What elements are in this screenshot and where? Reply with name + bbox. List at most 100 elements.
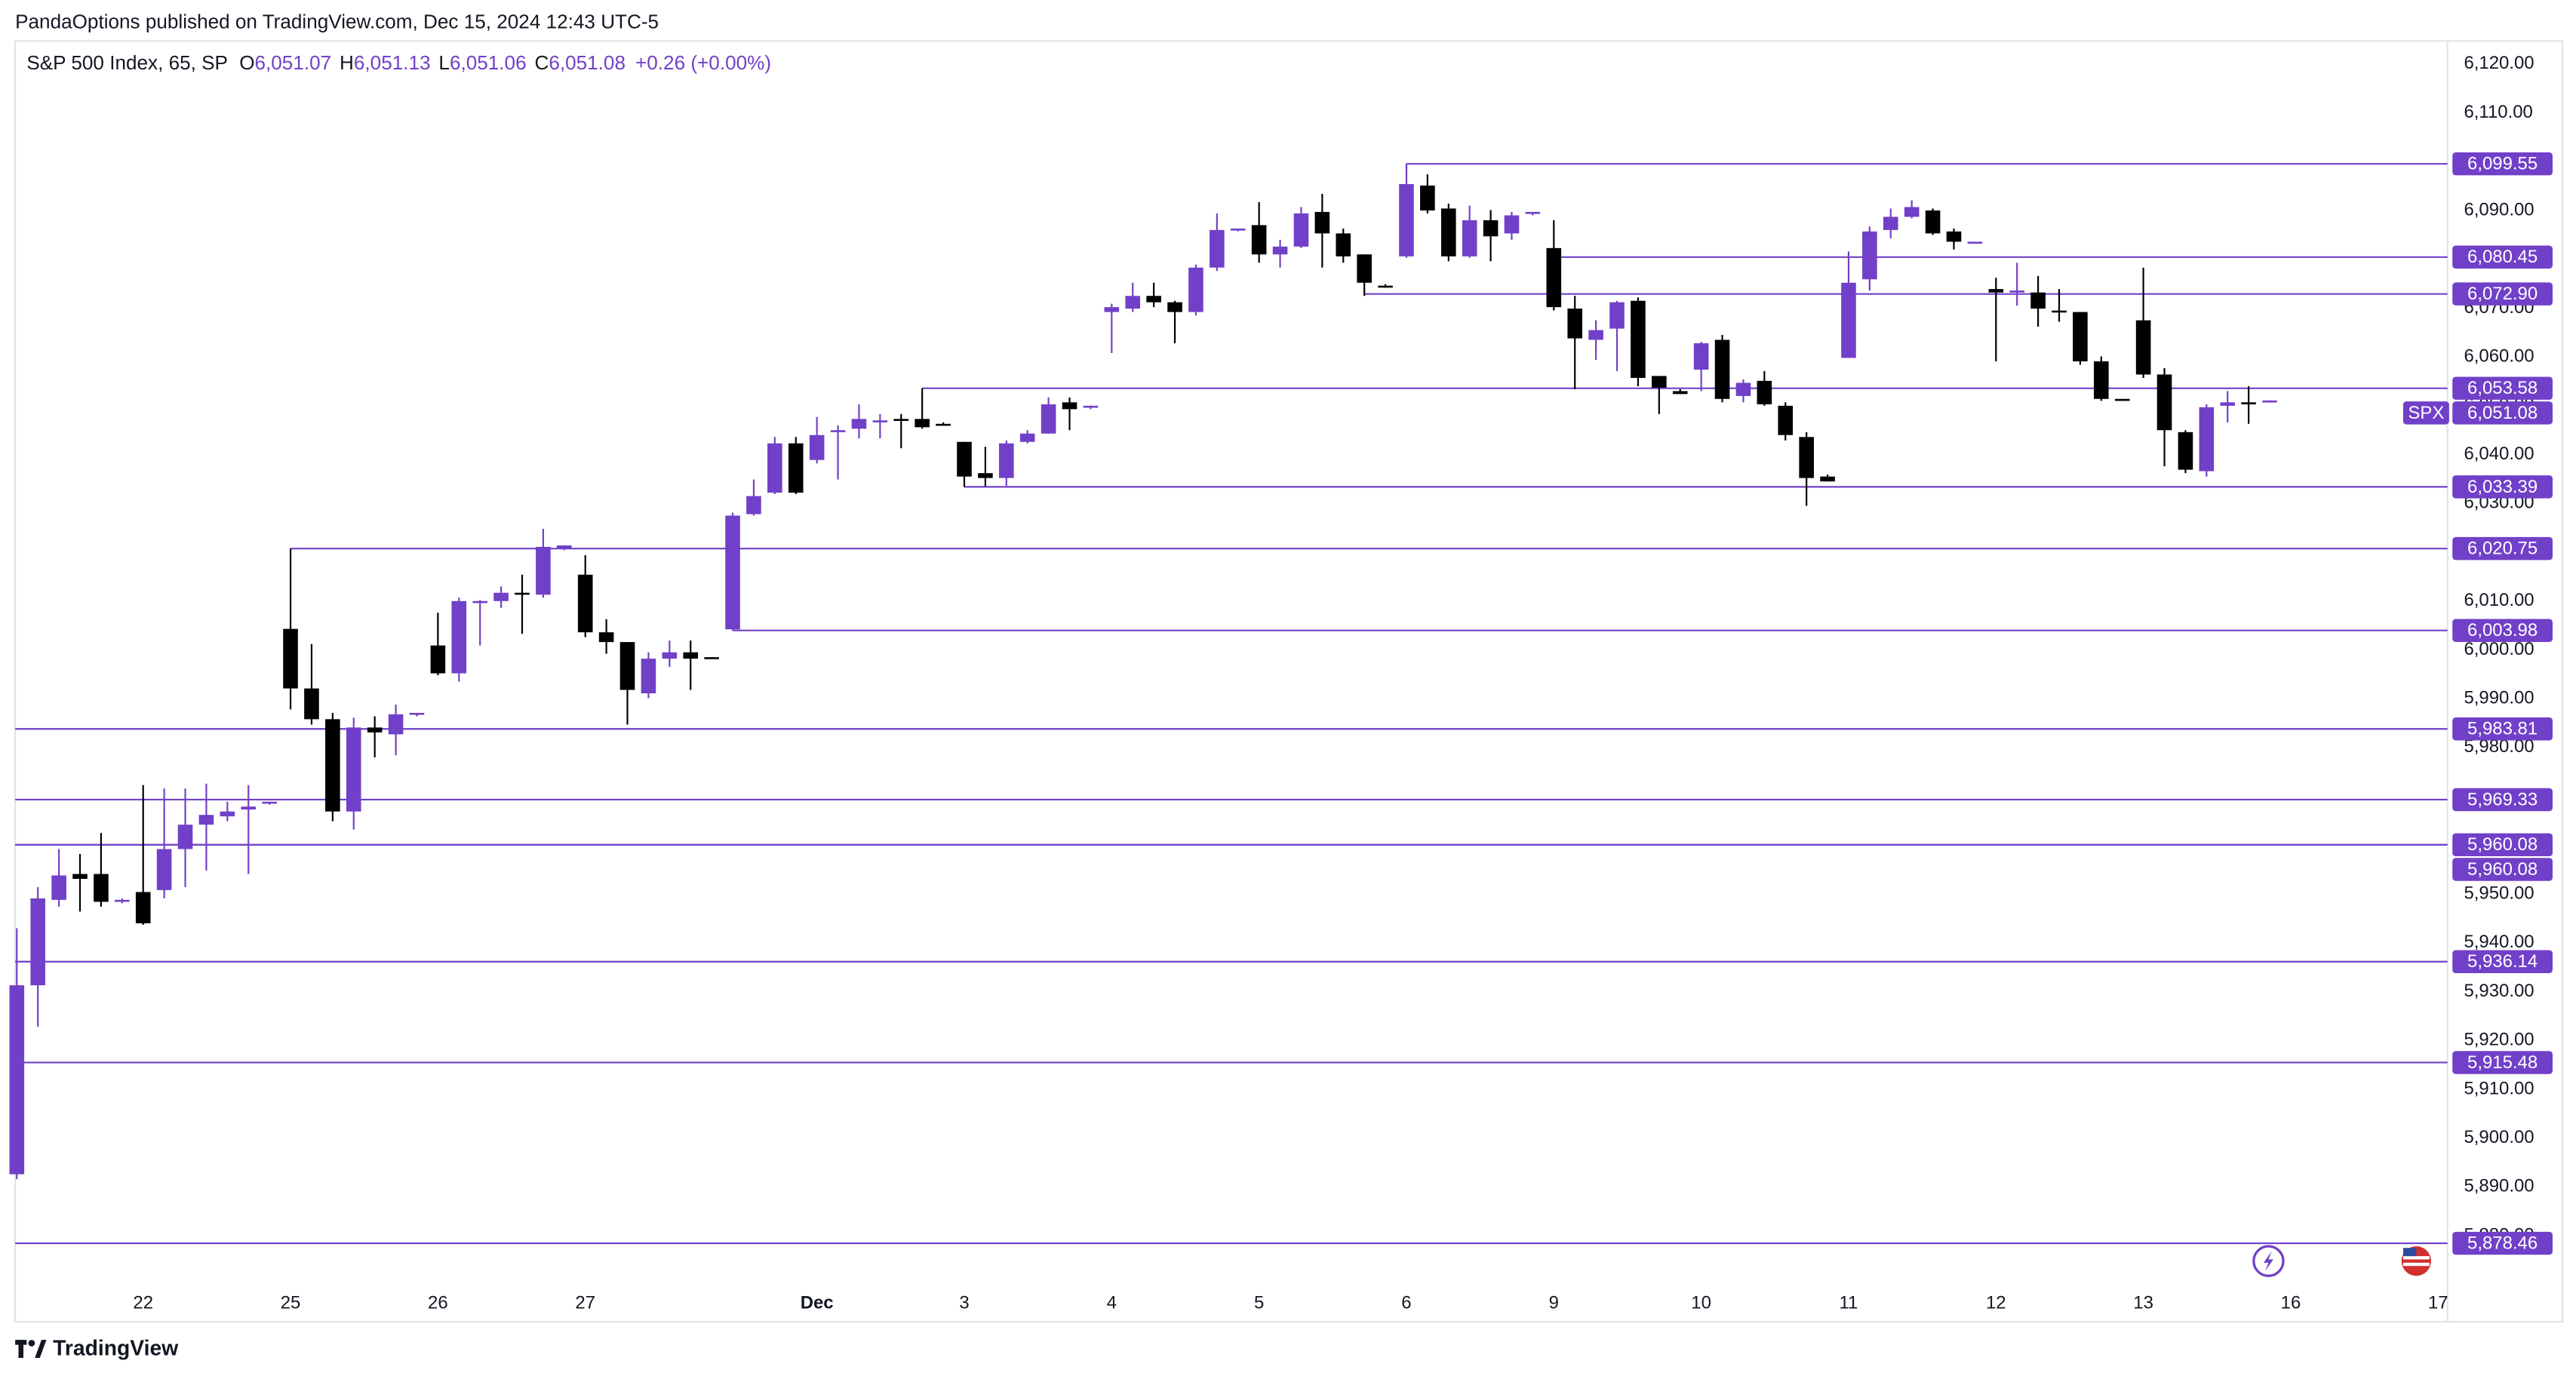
price-label: 5,960.08 [2467,834,2538,855]
legend-key: C [534,51,549,74]
candle-body [72,874,88,879]
price-label: 5,936.14 [2467,951,2538,972]
candle-body [936,423,951,426]
candle-body [2052,310,2067,313]
candle-body [1735,382,1751,396]
price-label: 5,983.81 [2467,719,2538,739]
legend-text: S&P 500 Index, 65, SP O6,051.07 H6,051.13 L… [26,51,771,74]
candle-body [94,874,109,902]
candle-body [683,652,699,659]
price-label: 5,969.33 [2467,789,2538,809]
symbol-label-box [2402,401,2449,425]
price-label-box [2452,788,2553,812]
candle-body [1841,282,1856,358]
candle-body [851,419,867,429]
candle-body [1041,404,1056,434]
candle-body [1336,233,1351,256]
price-label-box [2452,536,2553,561]
candle-body [1188,267,1203,312]
candle-body [1210,229,1225,268]
candle-body [809,435,825,460]
x-tick-label: 12 [1986,1293,2006,1313]
y-tick-label: 5,950.00 [2464,883,2534,903]
legend-value: 6,051.06 [450,51,527,74]
candle-body [536,546,551,595]
legend-value: 6,051.13 [354,51,431,74]
legend-key: L [438,51,450,74]
price-label: 6,020.75 [2467,539,2538,559]
candle-body [9,985,25,1175]
candle-body [304,688,319,720]
candle-body [1693,343,1709,370]
price-label: 5,878.46 [2467,1233,2538,1253]
flag-stripe [2402,1256,2430,1260]
price-label-box [2452,245,2553,269]
y-tick-label: 6,000.00 [2464,639,2534,659]
candle-body [346,727,361,812]
y-tick-label: 5,920.00 [2464,1030,2534,1050]
candle-body [978,473,993,478]
y-tick-label: 6,010.00 [2464,590,2534,610]
x-tick-label: 9 [1549,1293,1559,1313]
candle-body [1399,184,1414,256]
price-label: 6,099.55 [2467,154,2538,174]
y-tick-label: 6,120.00 [2464,53,2534,73]
price-label-box [2452,1051,2553,1074]
price-label-box [2452,152,2553,176]
candle-body [1862,231,1877,280]
candle-body [1672,391,1688,395]
candle-body [662,652,678,659]
y-tick-label: 5,930.00 [2464,981,2534,1001]
candle-body [1778,405,1794,435]
candle-body [156,849,172,890]
legend-symbol: S&P 500 Index, 65, SP [26,51,228,74]
alert-icon[interactable] [2252,1245,2285,1277]
price-label: 6,033.39 [2467,477,2538,497]
candle-body [1525,211,1541,214]
y-tick-label: 5,910.00 [2464,1078,2534,1098]
candle-body [1925,210,1941,234]
legend-key: O [239,51,254,74]
candle-body [1504,215,1520,234]
price-label-box [2452,1231,2553,1255]
symbol-label: SPX [2408,403,2444,423]
candle-body [788,443,804,493]
x-tick-label: 22 [133,1293,153,1313]
price-label: 5,960.08 [2467,859,2538,880]
candle-body [1652,376,1667,388]
candle-body [2199,407,2215,471]
candle-body [619,642,635,690]
candle-body [893,419,909,421]
candle-body [2073,312,2088,361]
candle-body [1609,302,1625,329]
price-label: 5,915.48 [2467,1052,2538,1073]
legend: S&P 500 Index, 65, SP O6,051.07 H6,051.13 L… [26,51,771,74]
footer-brand: TradingView [53,1336,179,1360]
candle-body [515,592,530,595]
candle-body [725,515,740,630]
alert-bolt [2263,1251,2273,1271]
y-tick-label: 6,040.00 [2464,444,2534,464]
x-tick-label: 26 [428,1293,448,1313]
price-label-box [2452,858,2553,881]
candle-body [1251,225,1267,255]
price-label-box [2452,376,2553,400]
x-tick-label: 10 [1691,1293,1711,1313]
candle-body [115,899,130,902]
candle-body [1714,339,1730,399]
candle-body [1440,208,1456,256]
legend-value: 6,051.08 [549,51,626,74]
candle-body [1967,241,1983,244]
candle-body [409,712,425,715]
candle-body [198,815,214,825]
y-tick-label: 6,090.00 [2464,199,2534,220]
flag-canton [2402,1248,2417,1257]
candle-body [2135,320,2151,375]
candle-body [1631,300,1646,378]
candle-body [746,496,761,514]
candle-body [1988,289,2004,293]
candle-body [872,420,888,422]
candle-body [1820,476,1835,482]
